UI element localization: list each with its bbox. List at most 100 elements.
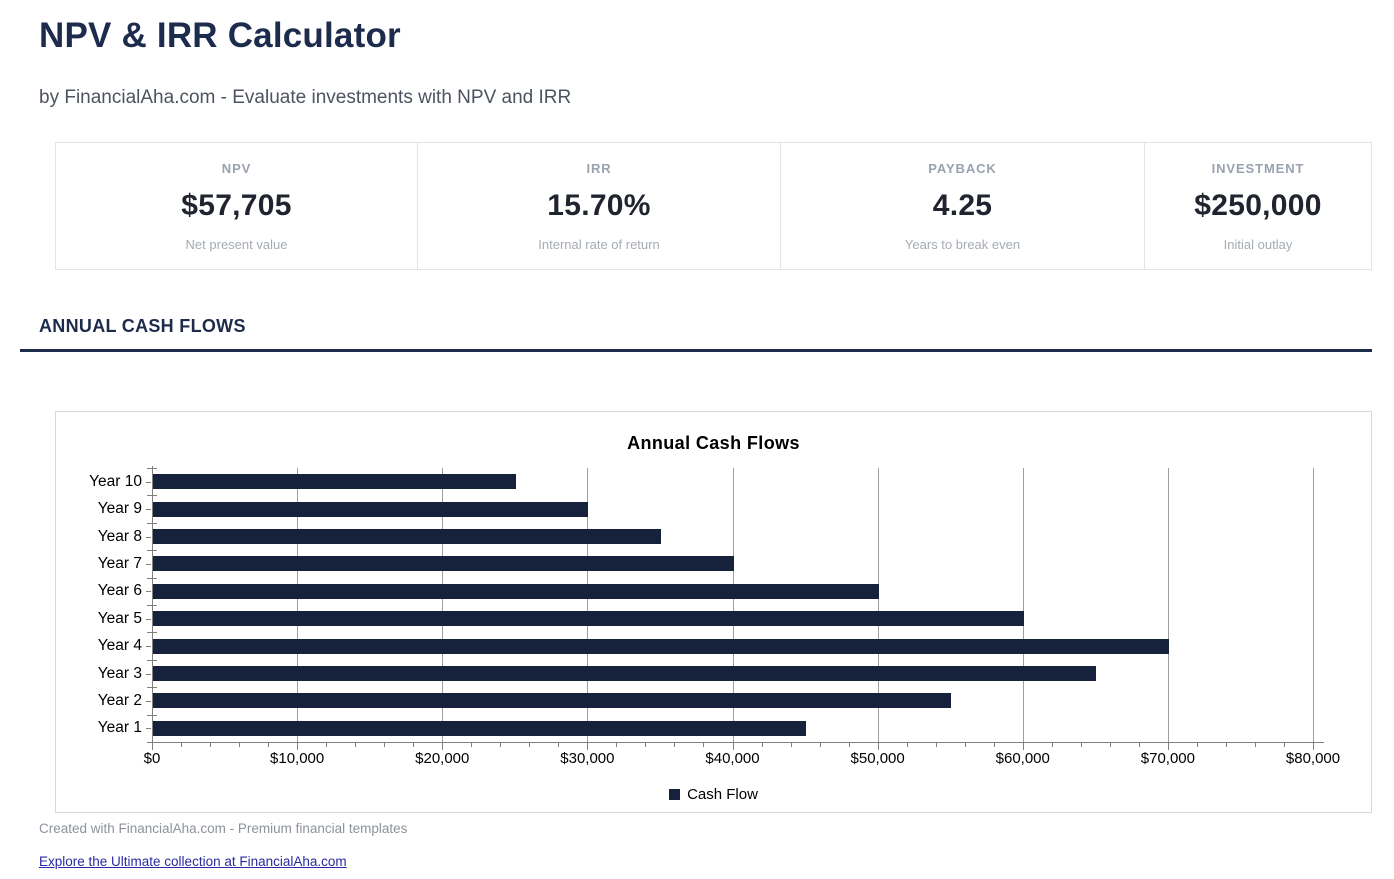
chart-title: Annual Cash Flows bbox=[627, 433, 800, 453]
metric-value: $250,000 bbox=[1194, 188, 1322, 222]
x-axis-tick bbox=[355, 742, 357, 747]
x-axis-tick bbox=[239, 742, 241, 747]
page-title: NPV & IRR Calculator bbox=[39, 16, 401, 55]
footer-note: Created with FinancialAha.com - Premium … bbox=[39, 821, 408, 836]
metric-label: PAYBACK bbox=[928, 160, 997, 176]
y-axis-label: Year 2 bbox=[97, 691, 142, 709]
gridline bbox=[442, 468, 444, 742]
metric-subtitle: Years to break even bbox=[904, 236, 1021, 252]
y-axis-center-tick bbox=[146, 646, 151, 648]
x-axis-tick bbox=[1022, 742, 1024, 750]
gridline bbox=[732, 468, 734, 742]
x-axis-tick bbox=[1196, 742, 1198, 747]
x-axis-tick bbox=[819, 742, 821, 747]
bar-year-9 bbox=[153, 501, 589, 517]
metric-value: $57,705 bbox=[181, 188, 292, 222]
x-axis-tick-label: $0 bbox=[143, 750, 161, 767]
y-axis-label: Year 1 bbox=[97, 719, 142, 737]
x-axis-tick bbox=[326, 742, 328, 747]
gridline bbox=[1167, 468, 1169, 742]
x-axis-tick bbox=[384, 742, 386, 747]
x-axis-tick-label: $80,000 bbox=[1285, 750, 1341, 767]
x-axis-tick-label: $60,000 bbox=[995, 750, 1050, 767]
section-header-annual-cash-flows: ANNUAL CASH FLOWS bbox=[20, 316, 1372, 352]
y-axis-center-tick bbox=[146, 728, 151, 730]
x-axis-tick bbox=[152, 742, 153, 750]
y-axis-boundary-tick bbox=[147, 550, 157, 552]
legend-label: Cash Flow bbox=[687, 786, 758, 803]
section-title: ANNUAL CASH FLOWS bbox=[39, 316, 246, 336]
x-axis-tick bbox=[993, 742, 995, 747]
gridline bbox=[1022, 468, 1024, 742]
chart-legend: Cash Flow bbox=[56, 786, 1371, 803]
metric-label: INVESTMENT bbox=[1211, 160, 1305, 176]
legend-swatch-icon bbox=[669, 789, 681, 800]
y-axis-center-tick bbox=[146, 618, 151, 620]
page-subtitle: by FinancialAha.com - Evaluate investmen… bbox=[39, 87, 572, 108]
y-axis-label: Year 10 bbox=[89, 472, 142, 490]
gridline bbox=[297, 468, 299, 742]
y-axis-label: Year 5 bbox=[97, 609, 142, 627]
metric-subtitle: Net present value bbox=[185, 236, 288, 252]
x-axis-tick bbox=[1167, 742, 1169, 750]
x-axis-tick bbox=[790, 742, 792, 747]
gridline bbox=[877, 468, 879, 742]
bar-year-10 bbox=[153, 474, 516, 490]
x-axis-tick bbox=[761, 742, 763, 747]
x-axis-tick-label: $30,000 bbox=[560, 750, 615, 767]
bar-year-6 bbox=[153, 583, 879, 599]
y-axis-boundary-tick bbox=[147, 522, 157, 524]
x-axis-tick bbox=[1254, 742, 1256, 747]
bar-year-4 bbox=[153, 638, 1169, 654]
bar-year-5 bbox=[153, 611, 1024, 627]
metric-label: IRR bbox=[586, 160, 612, 176]
metric-card-irr: IRR 15.70% Internal rate of return bbox=[417, 142, 781, 270]
x-axis-tick bbox=[297, 742, 299, 750]
x-axis-tick bbox=[906, 742, 908, 747]
x-axis-tick bbox=[877, 742, 879, 750]
x-axis-tick bbox=[1313, 742, 1314, 750]
y-axis-boundary-tick bbox=[147, 468, 157, 469]
y-axis-label: Year 9 bbox=[97, 500, 142, 518]
y-axis-center-tick bbox=[146, 481, 151, 483]
x-axis-tick bbox=[674, 742, 676, 747]
annual-cash-flows-chart: Annual Cash Flows Year 10 Year 9 Year 8 Yea… bbox=[55, 411, 1372, 813]
bar-year-8 bbox=[153, 529, 661, 544]
x-axis-tick bbox=[210, 742, 212, 747]
metric-cards-row: NPV $57,705 Net present value IRR 15.70%… bbox=[55, 142, 1372, 270]
x-axis-tick bbox=[529, 742, 531, 747]
x-axis-tick bbox=[848, 742, 850, 747]
x-axis-tick bbox=[1138, 742, 1140, 747]
x-axis-tick bbox=[964, 742, 966, 747]
y-axis-boundary-tick bbox=[147, 577, 157, 579]
x-axis-tick bbox=[558, 742, 560, 747]
metric-card-npv: NPV $57,705 Net present value bbox=[55, 142, 418, 270]
y-axis-boundary-tick bbox=[147, 687, 157, 689]
x-axis-tick bbox=[442, 742, 444, 750]
x-axis-tick bbox=[587, 742, 589, 750]
metric-value: 4.25 bbox=[932, 188, 993, 222]
x-axis-tick-label: $70,000 bbox=[1140, 750, 1195, 767]
footer-link[interactable]: Explore the Ultimate collection at Finan… bbox=[39, 854, 347, 869]
x-axis-tick bbox=[1225, 742, 1227, 747]
x-axis-tick bbox=[645, 742, 647, 747]
bar-year-1 bbox=[153, 720, 807, 736]
y-axis-boundary-tick bbox=[147, 659, 157, 661]
y-axis-center-tick bbox=[146, 673, 151, 675]
bar-year-2 bbox=[153, 693, 952, 709]
y-axis-label: Year 6 bbox=[97, 582, 142, 600]
metric-label: NPV bbox=[221, 160, 252, 176]
gridline bbox=[587, 468, 589, 742]
y-axis-center-tick bbox=[146, 509, 151, 511]
x-axis-tick bbox=[732, 742, 734, 750]
x-axis-tick bbox=[1109, 742, 1111, 747]
y-axis-label: Year 4 bbox=[97, 637, 142, 655]
x-axis-line bbox=[152, 742, 1324, 743]
metric-value: 15.70% bbox=[547, 188, 651, 222]
x-axis-tick bbox=[181, 742, 183, 747]
x-axis-tick-label: $20,000 bbox=[415, 750, 470, 767]
metric-card-investment: INVESTMENT $250,000 Initial outlay bbox=[1144, 142, 1372, 270]
bar-year-7 bbox=[153, 556, 734, 572]
y-axis-label: Year 7 bbox=[97, 554, 142, 572]
